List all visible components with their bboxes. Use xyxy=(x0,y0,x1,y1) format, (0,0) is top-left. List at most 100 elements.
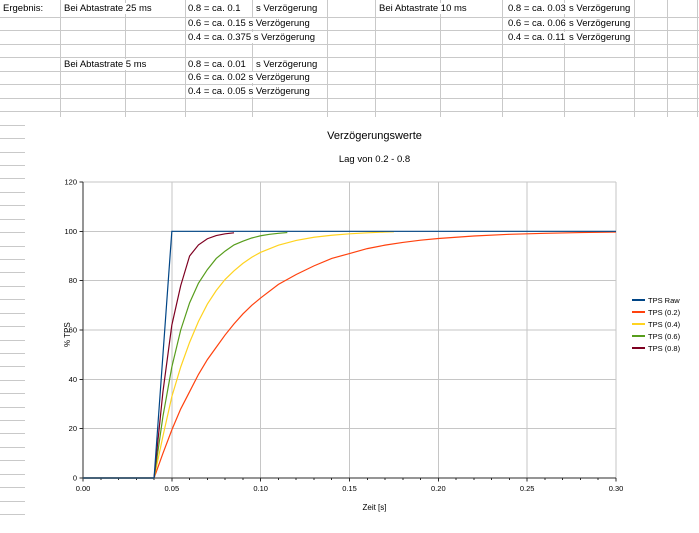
sheet-cell-u10_06[interactable]: s Verzögerung xyxy=(568,18,632,29)
chart-object[interactable]: Verzögerungswerte Lag von 0.2 - 0.8 0.00… xyxy=(25,117,699,533)
sheet-grid-hline xyxy=(0,218,25,220)
x-tick-label: 0.10 xyxy=(253,484,268,493)
sheet-cell-l25_06[interactable]: 0.6 = ca. 0.15 s Verzögerung xyxy=(187,18,311,29)
sheet-grid-hline xyxy=(0,473,25,475)
sheet-grid-vline xyxy=(634,0,635,117)
sheet-grid-hline xyxy=(0,433,25,435)
sheet-cell-u5_08[interactable]: s Verzögerung xyxy=(255,59,319,70)
legend-label: TPS (0.8) xyxy=(648,343,681,353)
legend-line-swatch xyxy=(632,347,645,349)
sheet-grid-hline xyxy=(0,97,699,99)
sheet-grid-hline xyxy=(0,191,25,193)
sheet-grid-hline xyxy=(0,352,25,354)
sheet-grid-hline xyxy=(0,16,699,18)
x-tick-label: 0.05 xyxy=(165,484,180,493)
y-tick-label: 120 xyxy=(64,178,77,187)
sheet-cell-rate10[interactable]: Bei Abtastrate 10 ms xyxy=(378,3,468,14)
legend-label: TPS (0.4) xyxy=(648,319,681,329)
sheet-cell-u10_04[interactable]: s Verzögerung xyxy=(568,31,632,43)
sheet-grid-hline xyxy=(0,84,699,85)
sheet-grid-hline xyxy=(0,487,25,489)
sheet-grid-hline xyxy=(0,500,25,502)
x-tick-label: 0.15 xyxy=(342,484,357,493)
sheet-grid-hline xyxy=(0,285,25,287)
legend-label: TPS (0.6) xyxy=(648,331,681,341)
sheet-grid-hline xyxy=(0,111,699,112)
sheet-cell-n5_08[interactable]: 0.8 = ca. 0.01 xyxy=(187,59,247,70)
sheet-grid-hline xyxy=(0,205,25,207)
series-line-tps-0.8- xyxy=(83,232,235,479)
sheet-cell-n10_06[interactable]: 0.6 = ca. 0.06 xyxy=(507,18,567,29)
sheet-grid-hline xyxy=(0,312,25,314)
sheet-grid-hline xyxy=(0,57,699,58)
sheet-grid-vline xyxy=(60,0,61,117)
x-tick-label: 0.30 xyxy=(609,484,624,493)
sheet-grid-vline xyxy=(502,0,503,117)
series-line-tps-0.4- xyxy=(83,231,394,479)
plot-area: 0.00 0.05 0.10 0.15 0.20 0.25 0.30 0 20 40 60 80 100… xyxy=(64,178,624,494)
legend-label: TPS Raw xyxy=(648,295,680,305)
sheet-cell-l25_04[interactable]: 0.4 = ca. 0.375 s Verzögerung xyxy=(187,31,317,43)
y-tick-label: 40 xyxy=(69,375,77,384)
sheet-cell-l5_06[interactable]: 0.6 = ca. 0.02 s Verzögerung xyxy=(187,72,311,83)
sheet-grid-hline xyxy=(0,30,699,31)
sheet-cell-u10_08[interactable]: s Verzögerung xyxy=(568,3,632,14)
sheet-grid-hline xyxy=(0,151,25,153)
y-axis-title: % TPS xyxy=(63,322,72,347)
sheet-grid-hline xyxy=(0,70,699,72)
sheet-cell-n10_08[interactable]: 0.8 = ca. 0.03 xyxy=(507,3,567,14)
x-tick-label: 0.20 xyxy=(431,484,446,493)
sheet-grid-hline xyxy=(0,460,25,462)
chart-subtitle: Lag von 0.2 - 0.8 xyxy=(338,154,411,165)
sheet-grid-hline xyxy=(0,393,25,395)
sheet-grid-vline xyxy=(440,0,441,117)
sheet-cell-n10_04[interactable]: 0.4 = ca. 0.11 xyxy=(507,31,567,43)
y-tick-label: 20 xyxy=(69,424,77,433)
series-line-tps-raw xyxy=(83,230,616,479)
sheet-grid-hline xyxy=(0,43,699,45)
sheet-grid-hline xyxy=(0,406,25,408)
sheet-grid-hline xyxy=(0,138,25,140)
sheet-grid-hline xyxy=(0,124,25,126)
legend-entry: TPS (0.6) xyxy=(632,330,680,342)
x-tick-label: 0.00 xyxy=(76,484,91,493)
sheet-grid-hline xyxy=(0,259,25,260)
sheet-grid-vline xyxy=(125,0,126,117)
sheet-cell-rate25[interactable]: Bei Abtastrate 25 ms xyxy=(63,3,153,14)
sheet-grid-vline xyxy=(564,0,565,117)
sheet-grid-hline xyxy=(0,513,25,515)
series-line-tps-0.6- xyxy=(83,231,288,479)
sheet-grid-hline xyxy=(0,379,25,381)
sheet-cell-u25_08[interactable]: s Verzögerung xyxy=(255,3,319,14)
sheet-grid-vline xyxy=(252,0,253,117)
sheet-grid-hline xyxy=(0,420,25,422)
y-tick-label: 80 xyxy=(69,276,77,285)
sheet-grid-vline xyxy=(375,0,376,117)
series-line-tps-0.2- xyxy=(83,231,617,479)
sheet-grid-hline xyxy=(0,299,25,301)
sheet-grid-vline xyxy=(327,0,328,117)
sheet-cell-l5_04[interactable]: 0.4 = ca. 0.05 s Verzögerung xyxy=(187,85,311,97)
legend-line-swatch xyxy=(632,299,645,301)
y-tick-label: 0 xyxy=(73,474,77,483)
legend-label: TPS (0.2) xyxy=(648,307,681,317)
x-axis-title: Zeit [s] xyxy=(362,503,387,512)
legend-line-swatch xyxy=(632,335,645,337)
legend-line-swatch xyxy=(632,323,645,325)
y-tick-label: 60 xyxy=(69,326,77,335)
sheet-cell-ergebnis[interactable]: Ergebnis: xyxy=(2,3,45,14)
sheet-cell-n25_08[interactable]: 0.8 = ca. 0.1 xyxy=(187,3,242,14)
sheet-grid-vline xyxy=(667,0,668,117)
sheet-grid-hline xyxy=(0,165,25,167)
sheet-grid-hline xyxy=(0,446,25,448)
legend-line-swatch xyxy=(632,311,645,313)
sheet-grid-hline xyxy=(0,178,25,180)
sheet-cell-rate5[interactable]: Bei Abtastrate 5 ms xyxy=(63,59,148,70)
chart-legend: TPS Raw TPS (0.2) TPS (0.4) TPS (0.6) TPS (0… xyxy=(632,294,680,354)
y-tick-label: 100 xyxy=(64,227,77,236)
legend-entry: TPS Raw xyxy=(632,294,680,306)
sheet-grid-hline xyxy=(0,272,25,274)
sheet-grid-hline xyxy=(0,326,25,328)
sheet-grid-vline xyxy=(185,0,186,117)
